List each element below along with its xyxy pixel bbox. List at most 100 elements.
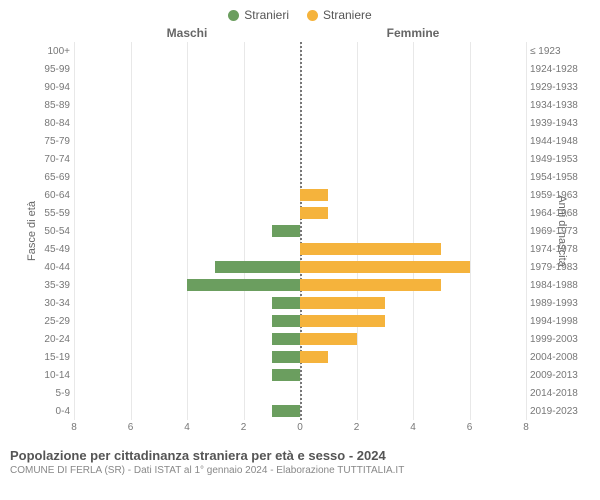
birth-label: 1964-1968 [530,208,588,219]
bar-area [74,387,526,400]
birth-label: 1979-1983 [530,262,588,273]
age-label: 75-79 [30,136,70,147]
age-label: 0-4 [30,406,70,417]
bar-area [74,189,526,202]
grid-line [526,42,527,420]
age-row: 35-391984-1988 [74,276,526,294]
birth-label: 1969-1973 [530,226,588,237]
rows-container: 100+≤ 192395-991924-192890-941929-193385… [74,42,526,420]
age-row: 100+≤ 1923 [74,42,526,60]
header-female: Femmine [300,26,526,40]
bar-female [300,297,385,310]
birth-label: 1999-2003 [530,334,588,345]
age-label: 35-39 [30,280,70,291]
bar-female [300,261,470,274]
x-axis-ticks: 864202468 [74,422,526,440]
birth-label: 1929-1933 [530,82,588,93]
age-row: 95-991924-1928 [74,60,526,78]
birth-label: 2009-2013 [530,370,588,381]
bar-female [300,243,441,256]
bar-area [74,171,526,184]
bar-area [74,81,526,94]
x-tick: 8 [523,422,529,433]
bar-male [215,261,300,274]
bar-female [300,351,328,364]
bar-area [74,117,526,130]
age-row: 25-291994-1998 [74,312,526,330]
age-row: 80-841939-1943 [74,114,526,132]
x-tick: 4 [410,422,416,433]
age-row: 15-192004-2008 [74,348,526,366]
bar-male [272,351,300,364]
bar-male [272,333,300,346]
age-label: 85-89 [30,100,70,111]
age-row: 5-92014-2018 [74,384,526,402]
legend-label-male: Stranieri [244,8,289,22]
age-label: 65-69 [30,172,70,183]
bar-female [300,315,385,328]
birth-label: 1924-1928 [530,64,588,75]
age-row: 85-891934-1938 [74,96,526,114]
age-label: 60-64 [30,190,70,201]
bar-area [74,99,526,112]
bar-female [300,189,328,202]
age-label: 100+ [30,46,70,57]
bar-male [187,279,300,292]
birth-label: 1989-1993 [530,298,588,309]
bar-male [272,369,300,382]
bar-area [74,297,526,310]
birth-label: 1939-1943 [530,118,588,129]
bar-female [300,279,441,292]
age-label: 45-49 [30,244,70,255]
age-label: 5-9 [30,388,70,399]
circle-icon [228,10,239,21]
footer: Popolazione per cittadinanza straniera p… [0,440,600,476]
chart-title: Popolazione per cittadinanza straniera p… [10,448,590,463]
birth-label: 1949-1953 [530,154,588,165]
birth-label: 1959-1963 [530,190,588,201]
age-label: 20-24 [30,334,70,345]
bar-area [74,351,526,364]
bar-area [74,45,526,58]
bar-area [74,135,526,148]
age-row: 50-541969-1973 [74,222,526,240]
age-label: 95-99 [30,64,70,75]
age-row: 90-941929-1933 [74,78,526,96]
chart: Fasce di età Anni di nascita 100+≤ 19239… [0,42,600,420]
x-tick: 8 [71,422,77,433]
age-label: 40-44 [30,262,70,273]
bar-male [272,225,300,238]
birth-label: 1954-1958 [530,172,588,183]
x-tick: 0 [297,422,303,433]
bar-area [74,63,526,76]
bar-area [74,405,526,418]
age-row: 65-691954-1958 [74,168,526,186]
birth-label: ≤ 1923 [530,46,588,57]
x-tick: 2 [354,422,360,433]
bar-male [272,315,300,328]
birth-label: 1934-1938 [530,100,588,111]
column-headers: Maschi Femmine [0,26,600,42]
bar-male [272,405,300,418]
birth-label: 2004-2008 [530,352,588,363]
bar-area [74,369,526,382]
age-row: 55-591964-1968 [74,204,526,222]
age-label: 30-34 [30,298,70,309]
plot-area: 100+≤ 192395-991924-192890-941929-193385… [74,42,526,420]
age-row: 30-341989-1993 [74,294,526,312]
bar-male [272,297,300,310]
bar-area [74,315,526,328]
x-tick: 6 [467,422,473,433]
age-row: 20-241999-2003 [74,330,526,348]
age-label: 70-74 [30,154,70,165]
bar-area [74,243,526,256]
age-row: 0-42019-2023 [74,402,526,420]
age-row: 60-641959-1963 [74,186,526,204]
bar-area [74,225,526,238]
bar-area [74,333,526,346]
chart-subtitle: COMUNE DI FERLA (SR) - Dati ISTAT al 1° … [10,465,590,476]
age-row: 40-441979-1983 [74,258,526,276]
age-label: 50-54 [30,226,70,237]
legend-label-female: Straniere [323,8,372,22]
circle-icon [307,10,318,21]
